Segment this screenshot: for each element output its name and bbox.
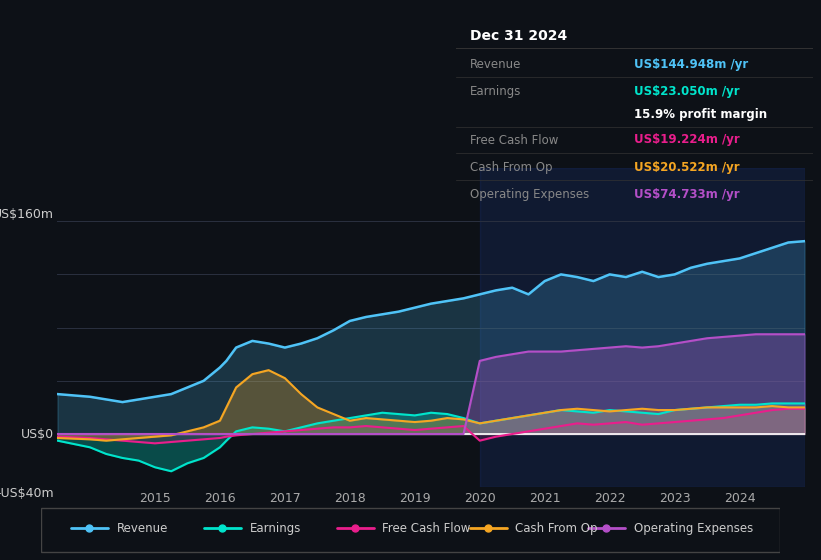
Text: Earnings: Earnings [250, 522, 300, 535]
Text: Revenue: Revenue [470, 58, 521, 71]
Text: US$23.050m /yr: US$23.050m /yr [635, 85, 740, 98]
Text: Revenue: Revenue [117, 522, 167, 535]
Text: US$144.948m /yr: US$144.948m /yr [635, 58, 749, 71]
Text: US$0: US$0 [21, 427, 53, 441]
Text: Dec 31 2024: Dec 31 2024 [470, 29, 567, 43]
Text: US$20.522m /yr: US$20.522m /yr [635, 161, 740, 174]
Text: Free Cash Flow: Free Cash Flow [470, 133, 558, 147]
Text: US$160m: US$160m [0, 208, 53, 221]
Text: US$19.224m /yr: US$19.224m /yr [635, 133, 740, 147]
Text: Free Cash Flow: Free Cash Flow [383, 522, 470, 535]
Text: Operating Expenses: Operating Expenses [470, 188, 589, 201]
Text: Earnings: Earnings [470, 85, 521, 98]
Text: Cash From Op: Cash From Op [516, 522, 598, 535]
Text: 15.9% profit margin: 15.9% profit margin [635, 108, 768, 122]
Text: -US$40m: -US$40m [0, 487, 53, 500]
Text: Operating Expenses: Operating Expenses [634, 522, 753, 535]
Bar [479, 168, 805, 487]
Text: US$74.733m /yr: US$74.733m /yr [635, 188, 740, 201]
Text: Cash From Op: Cash From Op [470, 161, 553, 174]
